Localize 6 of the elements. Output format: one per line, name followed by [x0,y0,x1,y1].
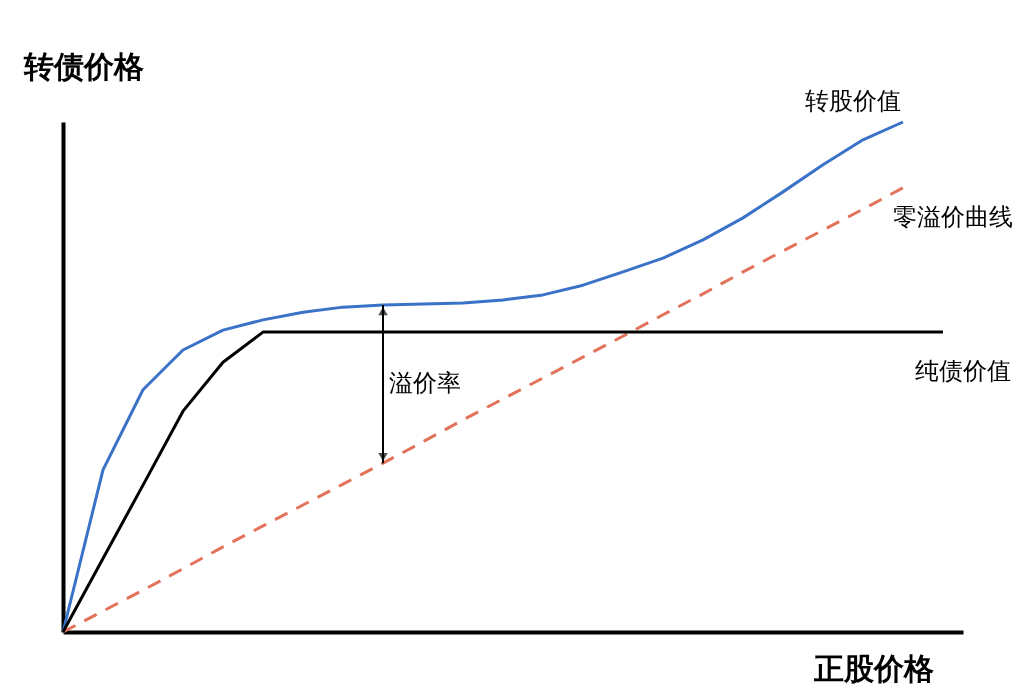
y-axis-title: 转债价格 [22,48,144,84]
series-label: 纯债价值 [915,357,1011,386]
annotation: 溢价率 [389,369,461,398]
x-axis-title: 正股价格 [812,650,934,686]
series-label: 转股价值 [805,87,901,115]
series-label: 零溢价曲线 [893,202,1013,231]
